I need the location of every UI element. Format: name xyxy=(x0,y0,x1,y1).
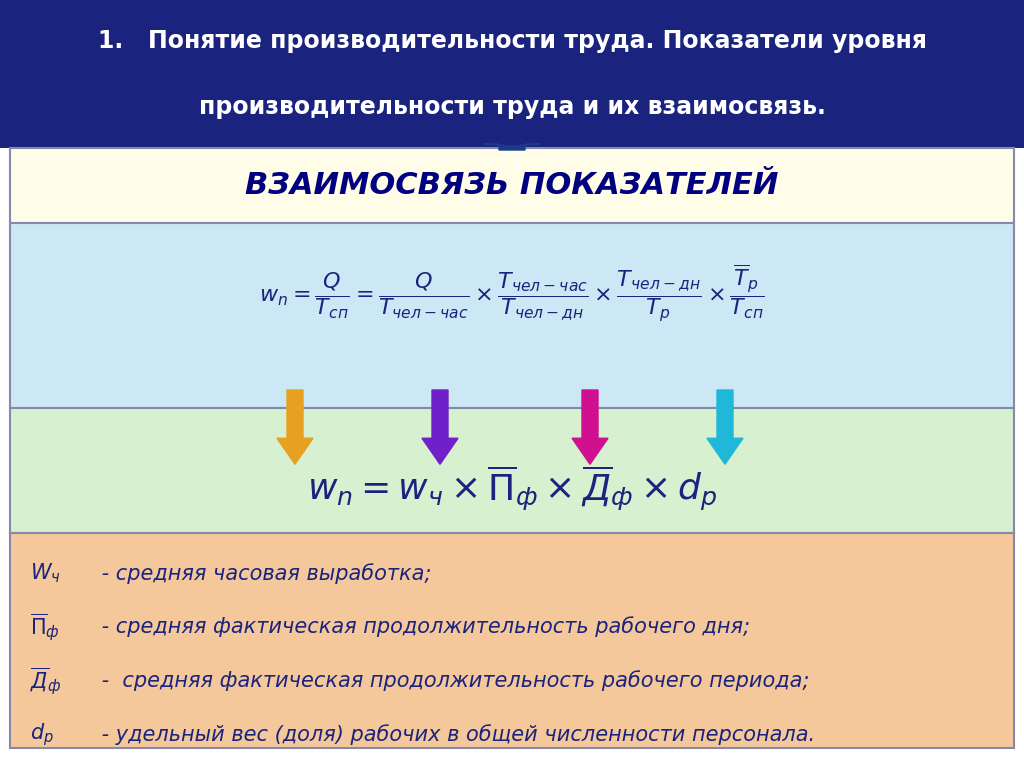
Text: - удельный вес (доля) рабочих в общей численности персонала.: - удельный вес (доля) рабочих в общей чи… xyxy=(95,724,815,745)
FancyBboxPatch shape xyxy=(10,533,1014,748)
FancyBboxPatch shape xyxy=(10,223,1014,408)
FancyArrow shape xyxy=(484,144,540,150)
Text: $\overline{\Pi}_{ф}$: $\overline{\Pi}_{ф}$ xyxy=(30,611,59,643)
Text: $d_{р}$: $d_{р}$ xyxy=(30,721,54,748)
Text: ВЗАИМОСВЯЗЬ ПОКАЗАТЕЛЕЙ: ВЗАИМОСВЯЗЬ ПОКАЗАТЕЛЕЙ xyxy=(246,171,778,200)
Text: производительности труда и их взаимосвязь.: производительности труда и их взаимосвяз… xyxy=(199,94,825,118)
FancyArrow shape xyxy=(278,390,313,464)
Text: - средняя фактическая продолжительность рабочего дня;: - средняя фактическая продолжительность … xyxy=(95,617,750,637)
Text: $W_{ч}$: $W_{ч}$ xyxy=(30,561,60,585)
Text: $w_n = \dfrac{Q}{T_{сп}} = \dfrac{Q}{T_{чел-час}} \times \dfrac{T_{чел-час}}{T_{: $w_n = \dfrac{Q}{T_{сп}} = \dfrac{Q}{T_{… xyxy=(259,263,765,324)
FancyBboxPatch shape xyxy=(10,148,1014,223)
Text: - средняя часовая выработка;: - средняя часовая выработка; xyxy=(95,563,431,584)
Text: 1.   Понятие производительности труда. Показатели уровня: 1. Понятие производительности труда. Пок… xyxy=(97,29,927,54)
Text: $w_n = w_{ч} \times \overline{\Pi}_{ф} \times \overline{Д}_{ф} \times d_{р}$: $w_n = w_{ч} \times \overline{\Pi}_{ф} \… xyxy=(307,464,717,515)
Text: $\overline{Д}_{ф}$: $\overline{Д}_{ф}$ xyxy=(30,665,61,697)
FancyArrow shape xyxy=(422,390,458,464)
FancyBboxPatch shape xyxy=(10,408,1014,533)
FancyArrow shape xyxy=(572,390,608,464)
Text: -  средняя фактическая продолжительность рабочего периода;: - средняя фактическая продолжительность … xyxy=(95,670,809,691)
FancyArrow shape xyxy=(707,390,743,464)
FancyBboxPatch shape xyxy=(0,0,1024,148)
